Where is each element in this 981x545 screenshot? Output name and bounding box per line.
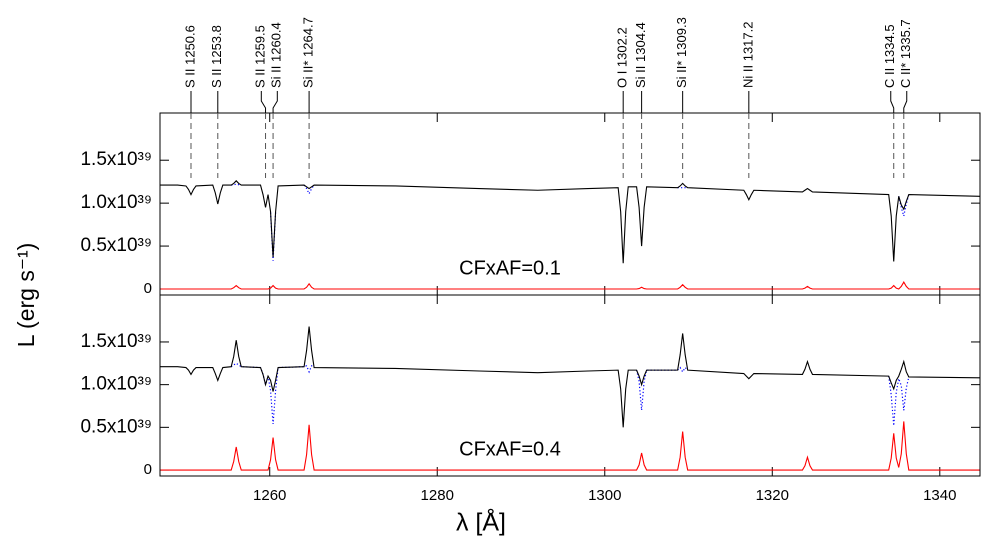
line-label: S II 1253.8	[209, 25, 224, 88]
y-tick-label: 0	[144, 280, 152, 297]
label-leader	[260, 91, 267, 113]
label-leader	[903, 91, 908, 113]
x-tick-label: 1260	[253, 487, 286, 504]
x-axis-label: λ [Å]	[456, 507, 506, 537]
line-label: Si II 1260.4	[269, 22, 284, 88]
y-tick-label: 1.5x10³⁹	[80, 331, 152, 352]
line-label: Si II 1304.4	[633, 22, 648, 88]
line-label: S II 1250.6	[182, 25, 197, 88]
x-tick-label: 1320	[756, 487, 789, 504]
y-tick-label: 0	[144, 461, 152, 478]
line-label: C II* 1335.7	[898, 19, 913, 88]
line-label: Ni II 1317.2	[740, 22, 755, 89]
spectrum-line	[230, 362, 910, 426]
spectrum-line	[160, 180, 981, 264]
y-tick-label: 1.5x10³⁹	[80, 149, 152, 170]
y-tick-label: 1.0x10³⁹	[80, 374, 152, 395]
spectrum-line	[160, 421, 980, 471]
y-tick-label: 0.5x10³⁹	[80, 235, 152, 256]
line-label: O I 1302.2	[615, 27, 630, 88]
label-leader	[272, 91, 278, 113]
line-label: C II 1334.5	[882, 24, 897, 88]
y-tick-label: 1.0x10³⁹	[80, 192, 152, 213]
line-label: Si II* 1309.3	[674, 17, 689, 88]
line-label: S II 1259.5	[253, 25, 268, 88]
label-leader	[890, 91, 895, 113]
line-label: Si II* 1264.7	[301, 17, 316, 88]
panel-label: CFxAF=0.4	[459, 438, 561, 460]
panel-frame	[159, 112, 981, 296]
spectrum-line	[160, 281, 980, 290]
x-tick-label: 1280	[421, 487, 454, 504]
x-tick-label: 1300	[588, 487, 621, 504]
panel-label: CFxAF=0.1	[459, 257, 561, 279]
panel-frame	[159, 294, 981, 477]
y-axis-label: L (erg s⁻¹)	[13, 243, 39, 348]
spectrum-line	[160, 326, 981, 428]
y-tick-label: 0.5x10³⁹	[80, 416, 152, 437]
spectrum-line	[231, 183, 910, 261]
x-tick-label: 1340	[923, 487, 956, 504]
